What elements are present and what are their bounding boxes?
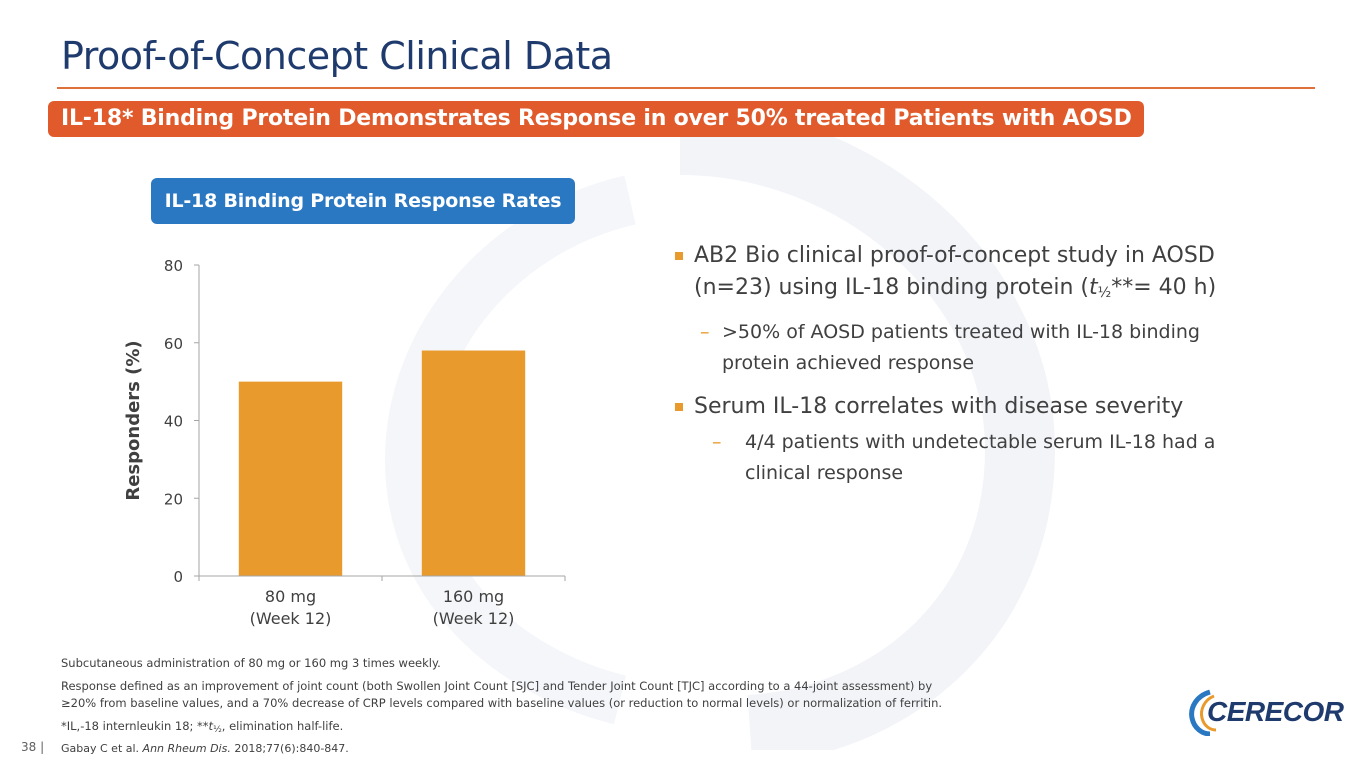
sub-bullet-response: – >50% of AOSD patients treated with IL-…: [672, 317, 1272, 379]
half-life-subscript: ½: [1097, 285, 1112, 301]
reference-authors: Gabay C et al.: [61, 742, 143, 755]
y-axis: 0 20 40 60 80: [164, 257, 200, 586]
bars: [238, 350, 526, 576]
x-axis: 80 mg (Week 12) 160 mg (Week 12): [198, 575, 566, 628]
sub-bullet-undetectable-text: 4/4 patients with undetectable serum IL-…: [745, 431, 1216, 484]
y-axis-label: Responders (%): [123, 340, 144, 500]
bullet-marker: [675, 403, 683, 411]
bar-2: [421, 350, 526, 576]
sub-bullet-undetectable: – 4/4 patients with undetectable serum I…: [672, 427, 1272, 489]
cerecor-logo-icon: [1189, 689, 1217, 736]
y-tick-label: 0: [173, 568, 183, 586]
x-category-label: (Week 12): [433, 609, 515, 628]
x-category-label: (Week 12): [250, 609, 332, 628]
page-title: Proof-of-Concept Clinical Data: [61, 34, 613, 78]
half-life-symbol: t: [1089, 275, 1098, 300]
y-tick-label: 40: [164, 413, 183, 431]
title-divider: [57, 87, 1315, 89]
footnote-administration: Subcutaneous administration of 80 mg or …: [61, 656, 441, 670]
y-tick-label: 20: [164, 490, 183, 508]
page-number: 38 |: [21, 740, 45, 754]
bar-1: [238, 381, 343, 576]
bullet-study: AB2 Bio clinical proof-of-concept study …: [672, 240, 1272, 309]
footnote-abbrev-end: , elimination half-life.: [221, 719, 344, 733]
bullet-severity: Serum IL-18 correlates with disease seve…: [672, 391, 1272, 423]
bullet-study-text-end: **= 40 h): [1111, 275, 1217, 300]
footnote-half-life-symbol: t: [208, 719, 214, 733]
y-tick-label: 60: [164, 335, 183, 353]
bullet-study-text: AB2 Bio clinical proof-of-concept study …: [694, 243, 1215, 300]
chart-header: IL-18 Binding Protein Response Rates: [151, 178, 575, 224]
footnote-response-definition-1: Response defined as an improvement of jo…: [61, 679, 933, 693]
bullet-list: AB2 Bio clinical proof-of-concept study …: [672, 240, 1272, 489]
bullet-severity-text: Serum IL-18 correlates with disease seve…: [694, 394, 1184, 419]
x-category-label: 80 mg: [265, 587, 316, 606]
footnote-abbreviations: *IL,-18 internleukin 18; **t½, eliminati…: [61, 718, 343, 739]
reference-details: 2018;77(6):840-847.: [230, 742, 349, 755]
footnote-response-definition-2: ≥20% from baseline values, and a 70% dec…: [61, 696, 943, 710]
footnote-reference: Gabay C et al. Ann Rheum Dis. 2018;77(6)…: [61, 740, 349, 757]
footnote-half-life-subscript: ½: [213, 725, 222, 735]
bullet-marker: [675, 252, 683, 260]
x-category-label: 160 mg: [443, 587, 504, 606]
headline-banner: IL-18* Binding Protein Demonstrates Resp…: [48, 101, 1144, 137]
cerecor-logo-text: CERECOR: [1207, 696, 1344, 727]
reference-journal: Ann Rheum Dis.: [142, 742, 231, 755]
sub-bullet-response-text: >50% of AOSD patients treated with IL-18…: [722, 321, 1200, 374]
y-tick-label: 80: [164, 257, 183, 275]
dash-marker: –: [712, 431, 722, 453]
footnote-abbrev-text: *IL,-18 internleukin 18; **: [61, 719, 209, 733]
dash-marker: –: [700, 321, 710, 343]
